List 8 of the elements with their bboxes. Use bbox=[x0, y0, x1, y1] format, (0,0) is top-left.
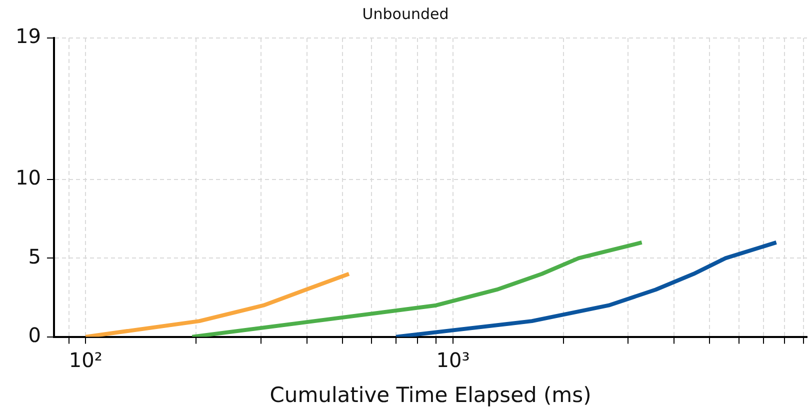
chart-title: Unbounded bbox=[362, 4, 449, 23]
y-tick-label: 0 bbox=[28, 323, 41, 348]
x-tick-label: 10² bbox=[68, 348, 102, 372]
y-tick-label: 5 bbox=[28, 244, 41, 268]
y-tick-label: 19 bbox=[16, 24, 41, 48]
x-tick-label: 10³ bbox=[436, 348, 470, 372]
x-axis-title: Cumulative Time Elapsed (ms) bbox=[270, 382, 592, 407]
y-tick-label: 10 bbox=[16, 166, 41, 190]
